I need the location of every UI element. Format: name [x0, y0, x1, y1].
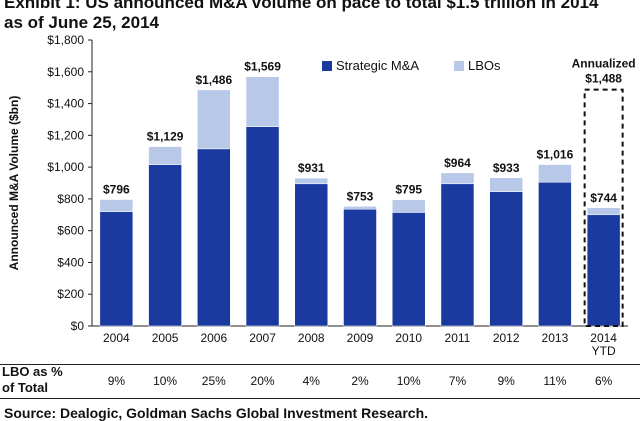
- legend-label-strategic-ma: Strategic M&A: [336, 58, 419, 73]
- lbo-percent-cell: 6%: [594, 374, 613, 388]
- bar-strategic-ma: [489, 191, 523, 327]
- bar-strategic-ma: [391, 212, 426, 327]
- x-tick-label: 2007: [249, 331, 276, 345]
- bar-lbo: [343, 206, 377, 210]
- lbo-percent-cell: 4%: [302, 374, 320, 388]
- y-tick-label: $0: [71, 319, 85, 333]
- footer-source: Source: Dealogic, Goldman Sachs Global I…: [4, 405, 429, 421]
- x-tick-label: 2010: [395, 331, 422, 345]
- bar-lbo: [294, 177, 329, 185]
- bar-strategic-ma: [99, 211, 134, 327]
- annualized-value-label: $1,488: [585, 72, 622, 86]
- bar-lbo: [538, 164, 572, 183]
- bar-lbo: [245, 76, 280, 127]
- bar-strategic-ma: [538, 181, 572, 327]
- lbo-row-label-line2: of Total: [2, 380, 48, 395]
- bar-total-label: $1,016: [537, 148, 574, 162]
- bar-strategic-ma: [148, 164, 182, 327]
- bar-strategic-ma: [197, 148, 231, 327]
- lbo-percent-cell: 10%: [396, 374, 421, 388]
- chart-title: Exhibit 1: US announced M&A volume on pa…: [4, 0, 640, 33]
- bar-total-label: $744: [590, 191, 617, 205]
- lbo-percent-cell: 25%: [201, 374, 226, 388]
- chart-title-line2: as of June 25, 2014: [4, 13, 159, 32]
- y-tick-label: $1,400: [47, 97, 84, 111]
- bar-strategic-ma: [440, 183, 475, 327]
- bar-strategic-ma: [586, 214, 621, 327]
- bar-lbo: [148, 146, 182, 165]
- x-tick-label: 2012: [493, 331, 520, 345]
- bar-total-label: $933: [493, 161, 520, 175]
- lbo-percent-cell: 7%: [448, 374, 467, 388]
- y-tick-label: $1,200: [47, 128, 84, 142]
- x-tick-label: 2004: [103, 331, 130, 345]
- bar-lbo: [99, 199, 134, 212]
- bar-total-label: $796: [103, 183, 130, 197]
- lbo-percent-cell: 10%: [153, 374, 178, 388]
- y-tick-label: $1,000: [47, 160, 84, 174]
- annualized-dashed-box: [583, 88, 624, 327]
- y-tick-label: $200: [57, 287, 84, 301]
- lbo-percent-row: LBO as % of Total 9% 10% 25% 20% 4% 2% 10% 7% 9%…: [0, 364, 640, 399]
- bar-total-label: $753: [347, 189, 374, 203]
- annualized-label: Annualized: [572, 57, 636, 71]
- lbo-row-bottom-rule: [0, 398, 640, 399]
- x-tick-label: 2006: [200, 331, 227, 345]
- x-tick-label: YTD: [592, 344, 616, 358]
- bar-total-label: $795: [395, 183, 422, 197]
- bar-lbo: [197, 89, 231, 150]
- lbo-row-top-rule: [0, 364, 640, 365]
- bar-lbo: [440, 172, 475, 185]
- stacked-bar-chart: Announced M&A Volume ($bn) $0 $200 $400 $600…: [7, 33, 636, 358]
- legend-swatch-lbos: [454, 61, 464, 71]
- bar-total-label: $1,486: [195, 73, 232, 87]
- y-tick-label: $400: [57, 255, 84, 269]
- x-tick-label: 2013: [542, 331, 569, 345]
- lbo-percent-cell: 2%: [351, 374, 369, 388]
- x-tick-label: 2009: [347, 331, 374, 345]
- legend-swatch-strategic-ma: [322, 61, 332, 71]
- bar-lbo: [391, 199, 426, 213]
- lbo-percent-cell: 11%: [543, 374, 567, 388]
- y-tick-label: $800: [57, 192, 84, 206]
- lbo-row-label: LBO as % of Total: [2, 364, 63, 396]
- bar-total-label: $1,569: [244, 60, 281, 74]
- bar-total-label: $931: [298, 161, 325, 175]
- lbo-percent-cell: 20%: [250, 374, 275, 388]
- lbo-percent-cell: 9%: [107, 374, 126, 388]
- x-tick-label: 2008: [298, 331, 325, 345]
- y-tick-label: $1,600: [47, 65, 84, 79]
- x-tick-label: 2005: [152, 331, 179, 345]
- x-tick-label: 2011: [445, 331, 471, 345]
- y-tick-label: $600: [57, 224, 84, 238]
- x-tick-label: 2014: [590, 331, 617, 345]
- lbo-percent-cell: 9%: [497, 374, 515, 388]
- bar-strategic-ma: [294, 183, 329, 327]
- y-tick-label: $1,800: [47, 33, 84, 47]
- lbo-row-label-line1: LBO as %: [2, 364, 63, 379]
- bar-lbo: [586, 207, 621, 216]
- legend-label-lbos: LBOs: [468, 58, 501, 73]
- bar-total-label: $964: [444, 156, 471, 170]
- bar-lbo: [489, 177, 523, 192]
- bar-strategic-ma: [245, 126, 280, 327]
- chart-title-line1: Exhibit 1: US announced M&A volume on pa…: [4, 0, 599, 12]
- y-axis-label: Announced M&A Volume ($bn): [7, 96, 21, 271]
- bar-total-label: $1,129: [147, 130, 184, 144]
- bar-strategic-ma: [343, 208, 377, 327]
